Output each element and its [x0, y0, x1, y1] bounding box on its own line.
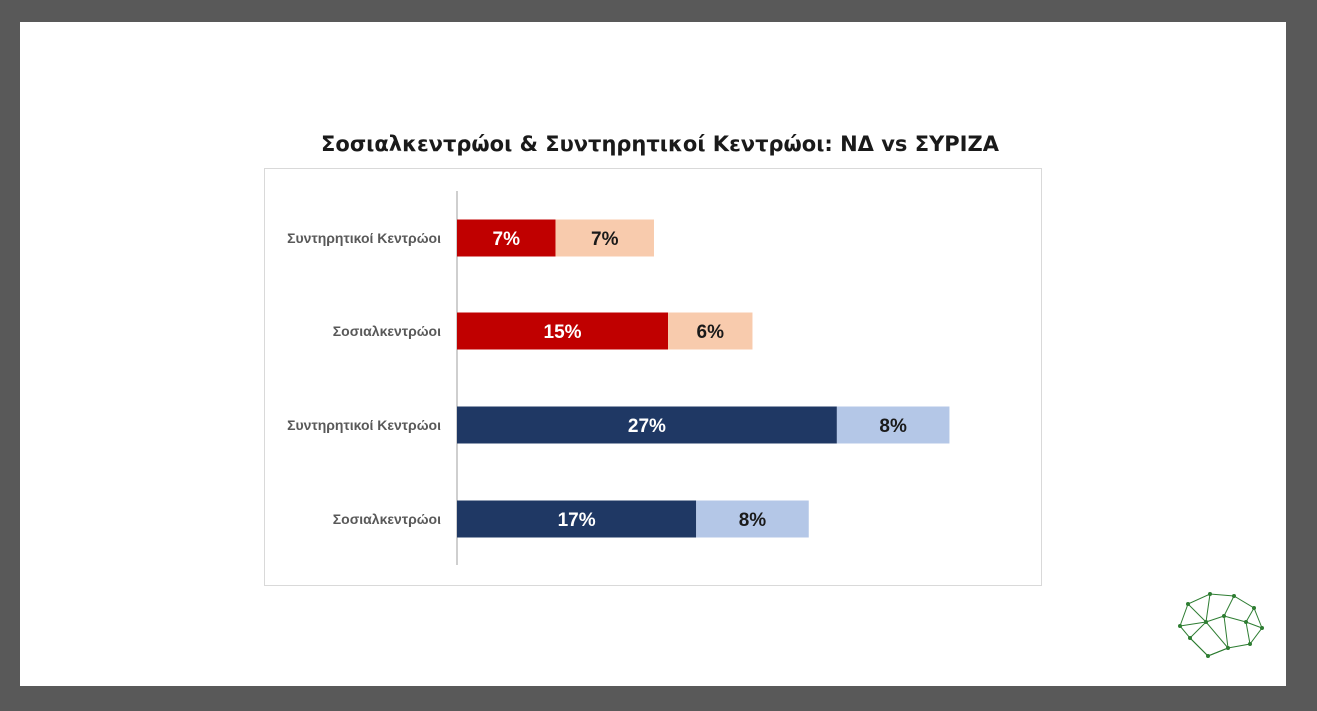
data-label: 7% — [493, 229, 521, 250]
data-label: 17% — [558, 510, 596, 531]
category-label: Συντηρητικοί Κεντρώοι — [287, 417, 441, 433]
bar-chart: Συντηρητικοί Κεντρώοι 7% 7% Σοσιαλκεντρώοι 1… — [287, 191, 950, 565]
chart-area: Συντηρητικοί Κεντρώοι 7% 7% Σοσιαλκεντρώοι 1… — [264, 168, 1042, 586]
data-label: 7% — [591, 229, 619, 250]
bar-segment — [555, 219, 654, 257]
bar-segment — [836, 406, 950, 444]
category-label: Συντηρητικοί Κεντρώοι — [287, 230, 441, 246]
bar-segment — [668, 312, 753, 350]
category-label: Σοσιαλκεντρώοι — [333, 511, 441, 527]
slide: Σοσιαλκεντρώοι & Συντηρητικοί Κεντρώοι: … — [20, 22, 1286, 686]
data-label: 8% — [879, 416, 907, 437]
bar-segment — [457, 500, 697, 538]
category-label: Σοσιαλκεντρώοι — [333, 323, 441, 339]
data-label: 8% — [739, 510, 767, 531]
data-label: 27% — [628, 416, 666, 437]
bar-segment — [696, 500, 809, 538]
data-label: 6% — [697, 322, 725, 343]
network-brain-icon — [1178, 592, 1264, 658]
bar-segment — [457, 219, 556, 257]
chart-title: Σοσιαλκεντρώοι & Συντηρητικοί Κεντρώοι: … — [321, 132, 999, 156]
data-label: 15% — [544, 322, 582, 343]
bar-segment — [457, 312, 669, 350]
bar-segment — [457, 406, 837, 444]
